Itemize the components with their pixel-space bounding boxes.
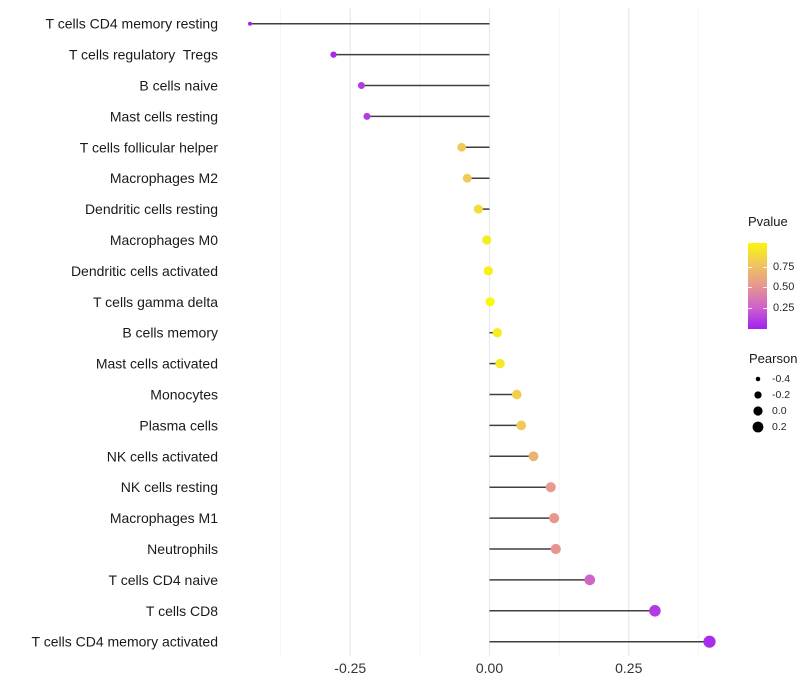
lollipop-point <box>495 358 505 369</box>
category-label: Mast cells resting <box>110 108 218 124</box>
x-tick-label: 0.25 <box>615 660 642 676</box>
category-label: T cells CD8 <box>146 603 218 619</box>
lollipop-point <box>550 543 561 555</box>
lollipop-point <box>330 51 337 58</box>
pvalue-colorbar-tickmark <box>748 287 752 289</box>
x-tick-label: -0.25 <box>334 660 366 676</box>
lollipop-point <box>485 297 495 307</box>
lollipop-point <box>457 142 467 152</box>
lollipop-point <box>473 204 483 214</box>
category-label: T cells CD4 memory resting <box>46 16 218 32</box>
category-label: Macrophages M1 <box>110 510 218 526</box>
x-tick-label: 0.00 <box>476 660 503 676</box>
lollipop-point <box>492 328 502 338</box>
category-label: Dendritic cells resting <box>85 201 218 217</box>
lollipop-point <box>703 635 716 648</box>
pvalue-tick-label: 0.50 <box>773 281 795 294</box>
category-label: T cells gamma delta <box>93 294 218 310</box>
lollipop-point <box>649 605 661 617</box>
category-label: Mast cells activated <box>96 356 218 372</box>
pvalue-colorbar-tickmark <box>763 308 767 310</box>
pearson-size-label: 0.2 <box>772 421 787 433</box>
pvalue-colorbar <box>748 243 767 329</box>
category-label: T cells follicular helper <box>80 139 219 155</box>
category-label: NK cells activated <box>107 448 218 464</box>
category-label: T cells CD4 memory activated <box>32 634 218 650</box>
pearson-size-dot <box>755 376 761 382</box>
lollipop-point <box>357 82 365 89</box>
lollipop-point <box>482 235 492 245</box>
category-label: Monocytes <box>150 387 218 403</box>
category-label: Dendritic cells activated <box>71 263 218 279</box>
pvalue-tick-label: 0.75 <box>773 260 795 273</box>
pvalue-colorbar-tickmark <box>763 266 767 268</box>
pearson-size-label: -0.2 <box>772 389 791 401</box>
lollipop-point <box>462 173 472 183</box>
pvalue-colorbar-tickmark <box>748 266 752 268</box>
lollipop-point <box>584 574 596 586</box>
category-label: B cells memory <box>122 325 218 341</box>
category-label: Macrophages M0 <box>110 232 218 248</box>
category-label: Macrophages M2 <box>110 170 218 186</box>
pvalue-colorbar-tickmark <box>763 287 767 289</box>
pvalue-colorbar-tickmark <box>748 308 752 310</box>
pearson-size-dot <box>752 421 764 433</box>
category-label: Neutrophils <box>147 541 218 557</box>
pvalue-tick-label: 0.25 <box>773 302 795 315</box>
category-label: NK cells resting <box>121 479 218 495</box>
pearson-size-label: 0.0 <box>772 405 787 417</box>
pvalue-legend-title: Pvalue <box>748 214 788 229</box>
pearson-size-legend <box>752 376 764 433</box>
lollipop-point <box>483 266 493 276</box>
category-label: T cells CD4 naive <box>109 572 219 588</box>
lollipop-point <box>545 482 556 493</box>
lollipop-point <box>528 451 539 462</box>
pearson-legend-title: Pearson <box>749 351 798 366</box>
category-label: T cells regulatory Tregs <box>69 47 218 63</box>
category-label: B cells naive <box>139 78 218 94</box>
lollipop-point <box>549 513 560 524</box>
pearson-size-dot <box>754 391 762 399</box>
category-label: Plasma cells <box>139 417 218 433</box>
pearson-size-label: -0.4 <box>772 373 791 385</box>
lollipop-point <box>516 420 527 431</box>
lollipop-point <box>248 21 252 26</box>
pearson-size-dot <box>753 406 763 416</box>
lollipop-point <box>511 389 522 400</box>
lollipop-point <box>363 112 371 120</box>
